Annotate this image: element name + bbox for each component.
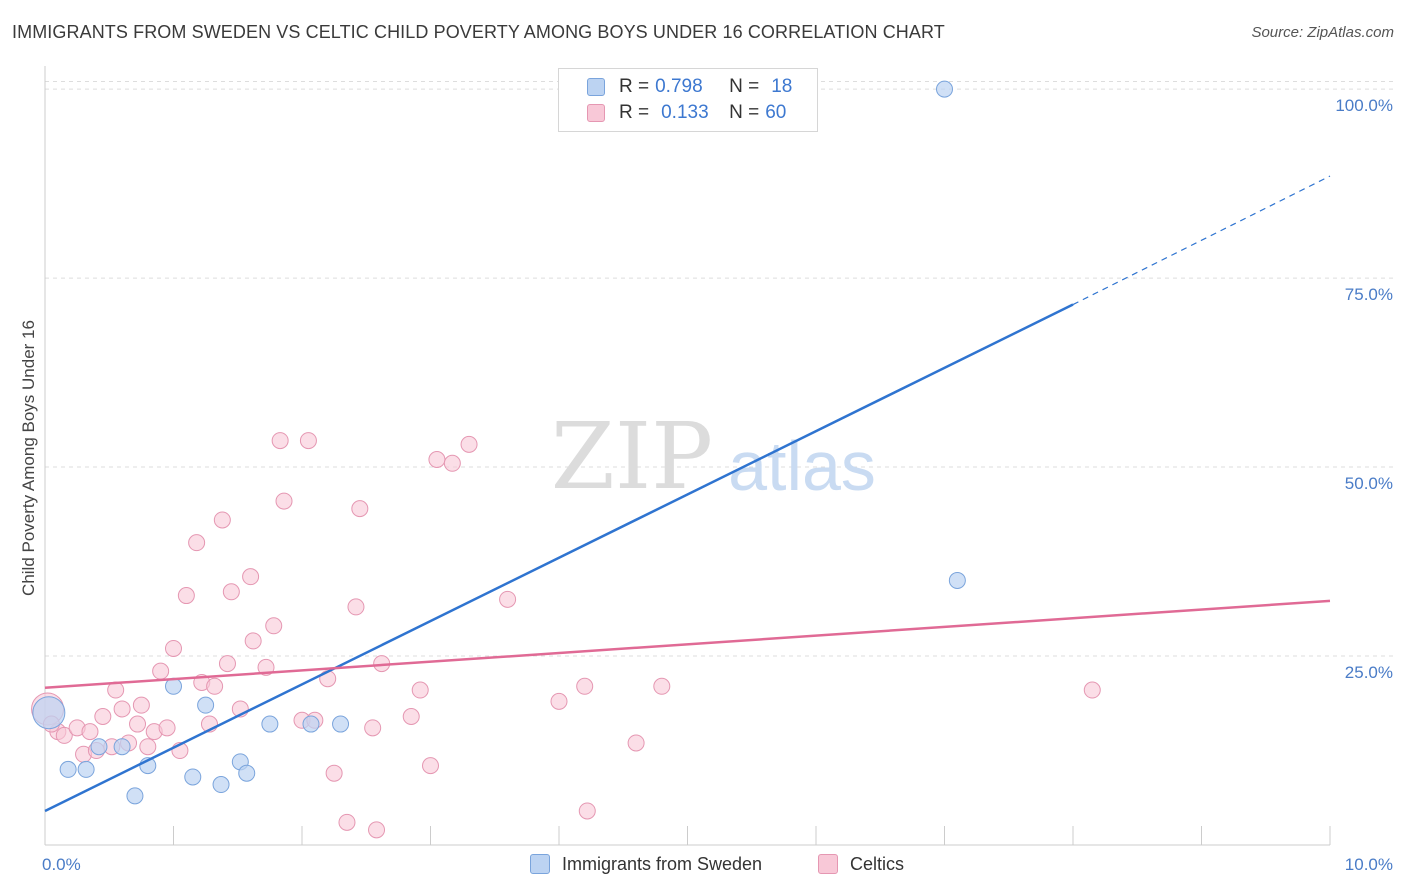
sweden-points [32, 80, 966, 805]
x-tick-label-0: 0.0% [42, 855, 81, 874]
celtics-point-40 [338, 813, 356, 831]
celtics-point-25 [213, 511, 231, 529]
legend-n-value-celtics: 60 [765, 102, 787, 123]
celtics-point-50 [443, 454, 461, 472]
celtics-point-27 [222, 583, 240, 601]
celtics-point-29 [242, 568, 260, 586]
legend-swatch-sweden [587, 78, 605, 96]
celtics-point-42 [351, 500, 369, 518]
sweden-point-4 [113, 738, 131, 756]
sweden-point-1 [59, 760, 77, 778]
sweden-point-2 [77, 760, 95, 778]
legend: R = 0.798 N = 18 R = 0.133 N = 60 [558, 68, 818, 132]
celtics-point-20 [177, 587, 195, 605]
y-axis-label: Child Poverty Among Boys Under 16 [19, 320, 38, 596]
sweden-point-17 [948, 571, 966, 589]
celtics-point-16 [152, 662, 170, 680]
celtics-point-17 [158, 719, 176, 737]
celtics-point-7 [94, 708, 112, 725]
celtics-point-14 [139, 738, 157, 756]
celtics-point-46 [402, 708, 420, 725]
chart-title: IMMIGRANTS FROM SWEDEN VS CELTIC CHILD P… [12, 22, 945, 42]
sweden-point-8 [184, 768, 202, 786]
celtics-point-18 [165, 639, 182, 657]
celtics-trend-line [44, 599, 1331, 690]
celtics-point-48 [422, 757, 439, 775]
celtics-point-30 [244, 632, 262, 650]
sweden-trend-extension [1072, 175, 1331, 306]
celtics-point-52 [499, 590, 517, 608]
bottom-legend-swatch-sweden [530, 854, 550, 874]
legend-r-label: R = [619, 102, 650, 123]
celtics-point-32 [265, 617, 283, 635]
celtics-point-21 [188, 534, 206, 552]
celtics-point-49 [428, 451, 446, 468]
legend-row-celtics: R = 0.133 N = 60 [587, 101, 786, 125]
y-tick-label-3: 100.0% [1335, 96, 1393, 115]
sweden-point-15 [332, 715, 350, 733]
y-tick-labels: 25.0% 50.0% 75.0% 100.0% [1335, 96, 1393, 682]
watermark: ZIP atlas [551, 403, 876, 510]
sweden-trend-line [44, 303, 1074, 813]
sweden-point-9 [197, 696, 215, 714]
celtics-point-39 [325, 764, 343, 782]
trend-lines [44, 175, 1331, 813]
celtics-point-51 [460, 435, 478, 453]
celtics-point-53 [550, 692, 568, 710]
legend-n-label: N = [729, 102, 760, 123]
y-tick-label-2: 75.0% [1345, 285, 1393, 304]
x-tick-labels: 0.0% 10.0% [42, 855, 1393, 874]
celtics-point-41 [347, 598, 365, 616]
sweden-point-5 [126, 787, 144, 805]
legend-r-label: R = [619, 76, 650, 97]
celtics-point-58 [1083, 681, 1101, 699]
celtics-point-55 [578, 802, 596, 820]
celtics-point-43 [364, 719, 382, 737]
legend-n-value-sweden: 18 [771, 76, 793, 97]
legend-swatch-celtics [587, 104, 605, 122]
celtics-point-44 [368, 821, 386, 839]
celtics-point-57 [653, 677, 671, 695]
celtics-point-36 [299, 432, 317, 450]
sweden-point-10 [212, 776, 230, 794]
y-tick-label-1: 50.0% [1345, 474, 1393, 493]
sweden-point-3 [90, 738, 108, 756]
celtics-point-47 [411, 681, 429, 699]
sweden-point-14 [302, 715, 320, 733]
bottom-legend-sweden: Immigrants from Sweden [530, 852, 762, 876]
bottom-legend-label-sweden: Immigrants from Sweden [562, 853, 763, 874]
sweden-point-16 [936, 80, 953, 98]
sweden-point-13 [261, 715, 279, 733]
watermark-zip: ZIP [551, 403, 713, 510]
legend-r-value-celtics: 0.133 [661, 102, 709, 123]
sweden-point-0 [32, 696, 66, 730]
y-tick-label-0: 25.0% [1345, 663, 1393, 682]
legend-n-label: N = [729, 76, 760, 97]
celtics-point-26 [218, 655, 236, 673]
celtics-point-54 [576, 677, 594, 695]
celtics-point-24 [206, 677, 224, 695]
celtics-point-34 [275, 492, 293, 510]
bottom-legend-label-celtics: Celtics [850, 853, 905, 874]
legend-r-value-sweden: 0.798 [655, 76, 703, 97]
celtics-point-10 [113, 700, 131, 718]
celtics-point-12 [129, 715, 147, 733]
watermark-atlas: atlas [728, 427, 876, 505]
celtics-point-13 [132, 696, 150, 714]
celtics-point-5 [81, 723, 99, 741]
bottom-legend-celtics: Celtics [818, 852, 904, 876]
sweden-point-12 [238, 764, 256, 782]
legend-row-sweden: R = 0.798 N = 18 [587, 75, 792, 99]
celtics-point-33 [271, 432, 289, 450]
celtics-point-56 [627, 734, 645, 752]
bottom-legend-swatch-celtics [818, 854, 838, 874]
celtics-point-2 [55, 726, 73, 744]
source-label: Source: ZipAtlas.com [1251, 24, 1394, 41]
x-tick-label-1: 10.0% [1345, 855, 1393, 874]
